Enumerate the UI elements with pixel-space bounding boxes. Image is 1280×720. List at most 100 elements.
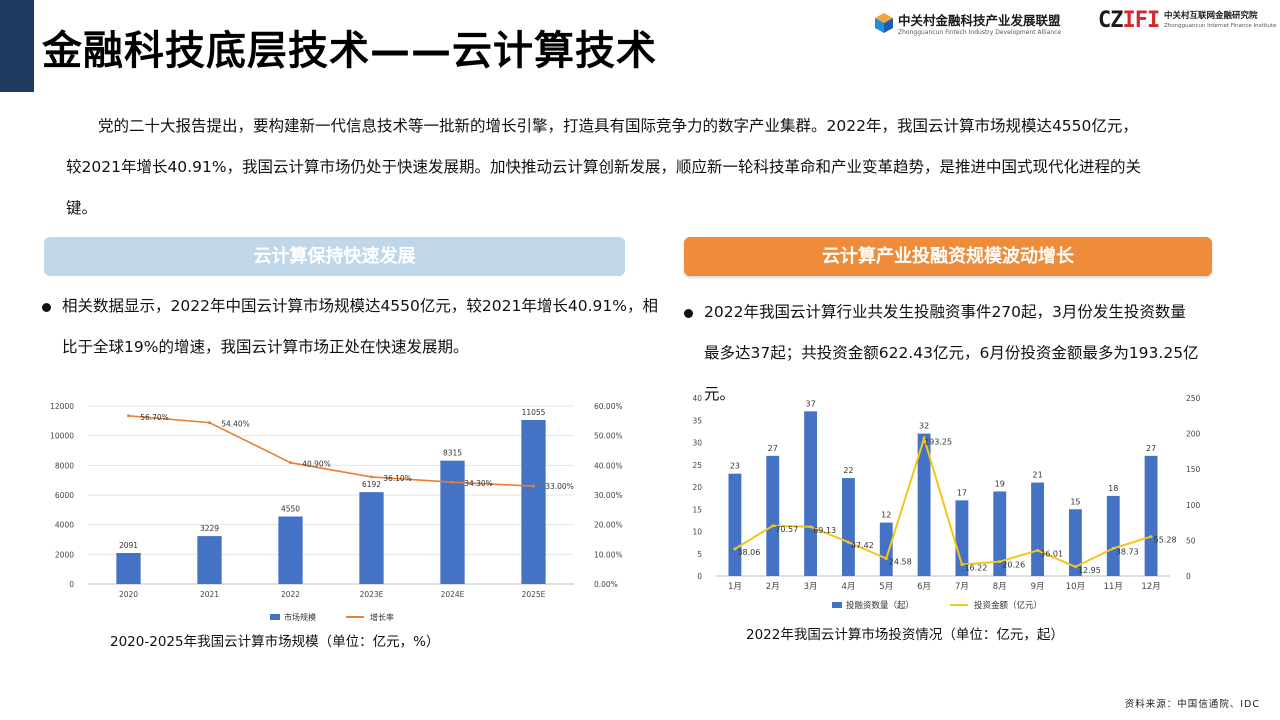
line-data-label: 47.42 bbox=[851, 541, 874, 550]
left-axis-tick: 15 bbox=[692, 505, 702, 514]
bar bbox=[1068, 509, 1082, 576]
bar-data-label: 21 bbox=[1032, 471, 1042, 480]
legend-label: 增长率 bbox=[370, 612, 394, 622]
left-section-header: 云计算保持快速发展 bbox=[44, 237, 625, 276]
line-point bbox=[922, 436, 926, 440]
bar bbox=[278, 516, 303, 584]
left-axis-tick: 6000 bbox=[55, 491, 74, 500]
left-axis-tick: 5 bbox=[697, 550, 702, 559]
line-data-label: 36.01 bbox=[1040, 549, 1063, 558]
line-data-label: 12.95 bbox=[1078, 566, 1101, 575]
bar-data-label: 11055 bbox=[522, 408, 546, 417]
left-axis-tick: 25 bbox=[692, 461, 702, 470]
bar-data-label: 6192 bbox=[362, 480, 381, 489]
x-tick-label: 10月 bbox=[1066, 582, 1085, 592]
right-axis-tick: 50 bbox=[1186, 536, 1196, 545]
bar bbox=[804, 411, 818, 576]
left-axis-tick: 2000 bbox=[55, 550, 74, 559]
x-tick-label: 2020 bbox=[119, 590, 138, 599]
left-axis-tick: 0 bbox=[69, 580, 74, 589]
investment-chart: 0 5 10 15 20 25 30 35 40 0 50 100 150 200 250 1月 2月 3月 4月 5… bbox=[692, 394, 1201, 611]
czifi-mark: CZIFI bbox=[1098, 8, 1160, 33]
fintech-alliance-logo: 中关村金融科技产业发展联盟 Zhongguancun Fintech Indus… bbox=[874, 8, 1094, 40]
line-data-label: 38.73 bbox=[1116, 547, 1139, 556]
x-tick-label: 7月 bbox=[955, 582, 969, 592]
x-tick-label: 8月 bbox=[993, 582, 1007, 592]
left-chart-caption: 2020-2025年我国云计算市场规模（单位：亿元，%） bbox=[110, 634, 440, 650]
right-axis-tick: 100 bbox=[1186, 501, 1201, 510]
line-point bbox=[1073, 565, 1077, 569]
right-chart-caption: 2022年我国云计算市场投资情况（单位：亿元，起） bbox=[746, 627, 1064, 643]
right-axis-tick: 30.00% bbox=[594, 491, 623, 500]
legend-label: 市场规模 bbox=[284, 612, 316, 622]
left-axis-tick: 12000 bbox=[50, 402, 74, 411]
x-tick-label: 2月 bbox=[766, 582, 780, 592]
bar-data-label: 19 bbox=[995, 479, 1005, 488]
right-axis-tick: 250 bbox=[1186, 394, 1201, 403]
series-line bbox=[128, 415, 534, 487]
legend-swatch-bar bbox=[832, 602, 842, 608]
line-data-label: 38.06 bbox=[737, 548, 760, 557]
alliance-name-en: Zhongguancun Fintech Industry Developmen… bbox=[898, 29, 1062, 36]
bar-data-label: 2091 bbox=[119, 541, 138, 550]
bar-data-label: 22 bbox=[843, 466, 853, 475]
bar bbox=[359, 492, 384, 584]
line-data-label: 16.22 bbox=[964, 563, 987, 572]
legend-swatch-bar bbox=[270, 614, 280, 620]
bar bbox=[841, 478, 855, 576]
bar bbox=[766, 455, 780, 576]
line-point bbox=[733, 547, 737, 551]
x-tick-label: 3月 bbox=[804, 582, 818, 592]
line-point bbox=[998, 560, 1002, 564]
page-title: 金融科技底层技术——云计算技术 bbox=[42, 28, 657, 74]
bar bbox=[1144, 455, 1158, 576]
x-tick-label: 2024E bbox=[441, 590, 465, 599]
czifi-name-en: Zhongguancun Internet Finance Institute bbox=[1164, 23, 1277, 29]
legend-label: 投融资数量（起） bbox=[846, 600, 914, 611]
bullet-dot-icon bbox=[684, 309, 693, 318]
left-axis-tick: 30 bbox=[692, 439, 702, 448]
line-point bbox=[771, 524, 775, 528]
x-tick-label: 12月 bbox=[1141, 582, 1160, 592]
line-point bbox=[532, 484, 535, 488]
bar bbox=[728, 473, 742, 576]
legend-label: 投资金额（亿元） bbox=[974, 600, 1042, 611]
right-axis-tick: 150 bbox=[1186, 465, 1201, 474]
bar-data-label: 8315 bbox=[443, 449, 462, 458]
bar bbox=[521, 420, 546, 584]
left-axis-tick: 20 bbox=[692, 483, 702, 492]
left-axis-tick: 0 bbox=[697, 572, 702, 581]
line-point bbox=[208, 421, 211, 425]
bar-data-label: 27 bbox=[1146, 444, 1156, 453]
line-data-label: 193.25 bbox=[924, 437, 952, 446]
left-axis-tick: 10000 bbox=[50, 432, 74, 441]
line-point bbox=[451, 480, 454, 484]
bar-data-label: 18 bbox=[1108, 484, 1118, 493]
line-point bbox=[289, 461, 292, 465]
market-size-chart: 0 2000 4000 6000 8000 10000 12000 0.00% 10.00% 20… bbox=[50, 402, 623, 622]
bar bbox=[440, 460, 465, 584]
czifi-name: 中关村互联网金融研究院 bbox=[1164, 11, 1258, 21]
bar-data-label: 12 bbox=[881, 511, 891, 520]
bar-data-label: 4550 bbox=[281, 505, 300, 514]
bar-data-label: 3229 bbox=[200, 524, 219, 533]
corner-accent-bar bbox=[0, 0, 34, 92]
right-axis-tick: 200 bbox=[1186, 430, 1201, 439]
x-tick-label: 1月 bbox=[728, 582, 742, 592]
line-point bbox=[960, 562, 964, 566]
bar bbox=[993, 491, 1007, 576]
line-data-label: 69.13 bbox=[813, 526, 836, 535]
bar bbox=[917, 433, 931, 576]
right-bullet: 2022年我国云计算行业共发生投融资事件270起，3月份发生投资数量最多达37起… bbox=[684, 292, 1200, 415]
x-tick-label: 2025E bbox=[522, 590, 546, 599]
intro-paragraph: 党的二十大报告提出，要构建新一代信息技术等一批新的增长引擎，打造具有国际竞争力的… bbox=[66, 117, 1142, 217]
x-tick-label: 2023E bbox=[360, 590, 384, 599]
bar-data-label: 32 bbox=[919, 422, 929, 431]
line-data-label: 33.00% bbox=[545, 482, 574, 491]
bar-data-label: 37 bbox=[805, 399, 815, 408]
left-axis-tick: 10 bbox=[692, 528, 702, 537]
bar bbox=[1106, 495, 1120, 576]
right-axis-tick: 60.00% bbox=[594, 402, 623, 411]
bar bbox=[116, 552, 141, 584]
bar bbox=[879, 522, 893, 576]
